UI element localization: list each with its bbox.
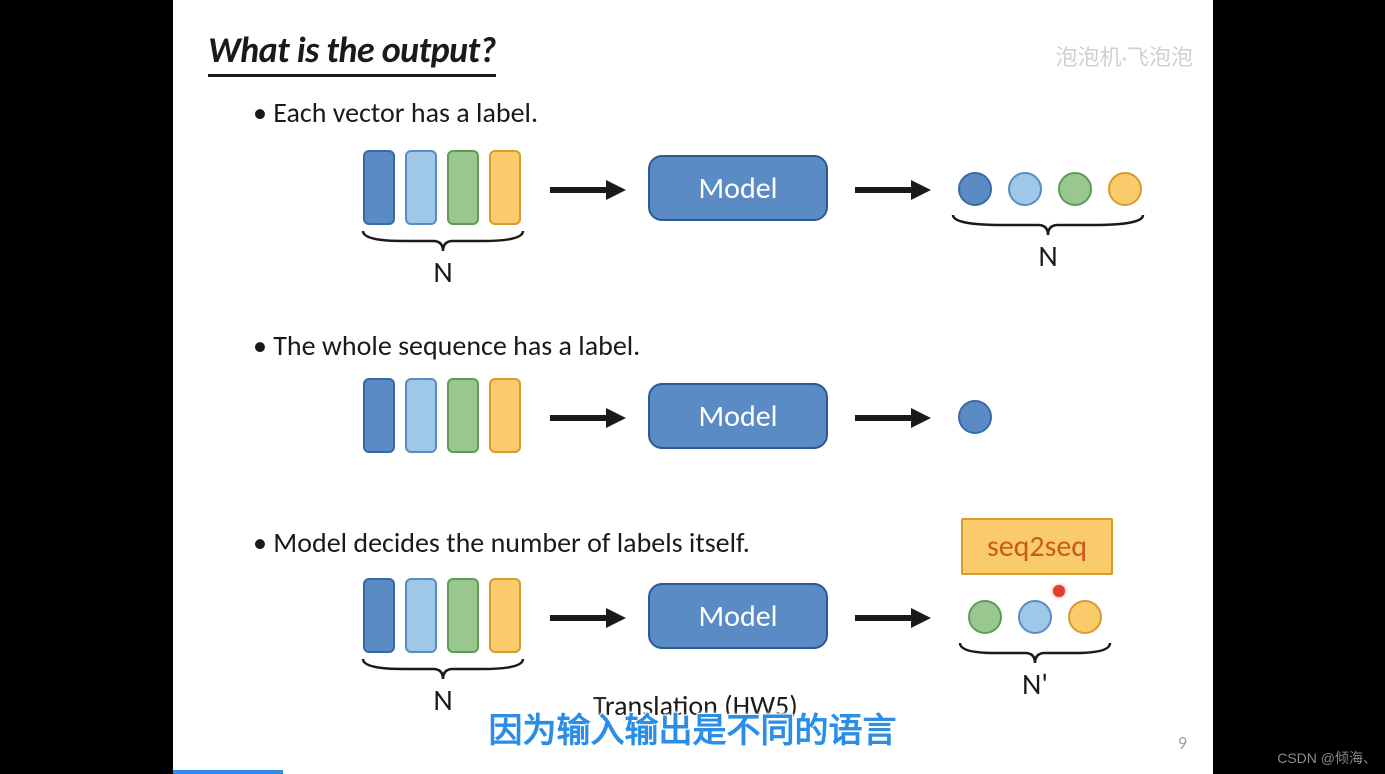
input-rect <box>405 150 437 225</box>
arrow-icon <box>548 606 628 630</box>
input-rect <box>489 150 521 225</box>
input-rect <box>447 150 479 225</box>
input-rect <box>447 578 479 653</box>
model-box-2: Model <box>648 383 828 449</box>
brace-icon <box>955 640 1115 668</box>
page-number: 9 <box>1178 732 1187 754</box>
seq2seq-tag: seq2seq <box>961 518 1113 575</box>
input-rect <box>489 378 521 453</box>
input-rect <box>489 578 521 653</box>
output-circle <box>1018 600 1052 634</box>
output-brace-1: N <box>948 212 1148 275</box>
output-brace-3: N' <box>955 640 1115 703</box>
bullet-2: The whole sequence has a label. <box>253 328 640 363</box>
video-subtitle: 因为输入输出是不同的语言 <box>489 703 897 752</box>
arrow-icon <box>853 606 933 630</box>
arrow-icon <box>548 178 628 202</box>
output-circle <box>1108 172 1142 206</box>
model-box-3: Model <box>648 583 828 649</box>
bullet-1: Each vector has a label. <box>253 95 538 130</box>
output-circle <box>1008 172 1042 206</box>
input-rect <box>363 378 395 453</box>
model-box-1: Model <box>648 155 828 221</box>
slide-title: What is the output? <box>208 28 496 77</box>
brace-icon <box>948 212 1148 240</box>
arrow-icon <box>853 406 933 430</box>
attribution-watermark: CSDN @倾海、 <box>1277 748 1377 768</box>
arrow-icon <box>548 406 628 430</box>
input-rect <box>363 578 395 653</box>
bullet-3: Model decides the number of labels itsel… <box>253 525 750 560</box>
laser-pointer-icon <box>1053 585 1065 597</box>
input-rect <box>363 150 395 225</box>
brace-label-n: N <box>948 238 1148 275</box>
output-circle <box>968 600 1002 634</box>
brace-label-n: N <box>358 254 528 291</box>
output-circle <box>958 400 992 434</box>
video-progress-bar[interactable] <box>173 770 283 774</box>
input-rect <box>405 378 437 453</box>
input-rect <box>405 578 437 653</box>
slide-canvas: What is the output? 泡泡机·飞泡泡 Each vector … <box>173 0 1213 774</box>
input-rect <box>447 378 479 453</box>
input-brace-1: N <box>358 228 528 291</box>
brace-icon <box>358 228 528 256</box>
output-circle <box>1068 600 1102 634</box>
brace-icon <box>358 656 528 684</box>
output-circle <box>958 172 992 206</box>
brace-label-nprime: N' <box>955 666 1115 703</box>
output-circle <box>1058 172 1092 206</box>
watermark-top-right: 泡泡机·飞泡泡 <box>1055 40 1193 72</box>
arrow-icon <box>853 178 933 202</box>
